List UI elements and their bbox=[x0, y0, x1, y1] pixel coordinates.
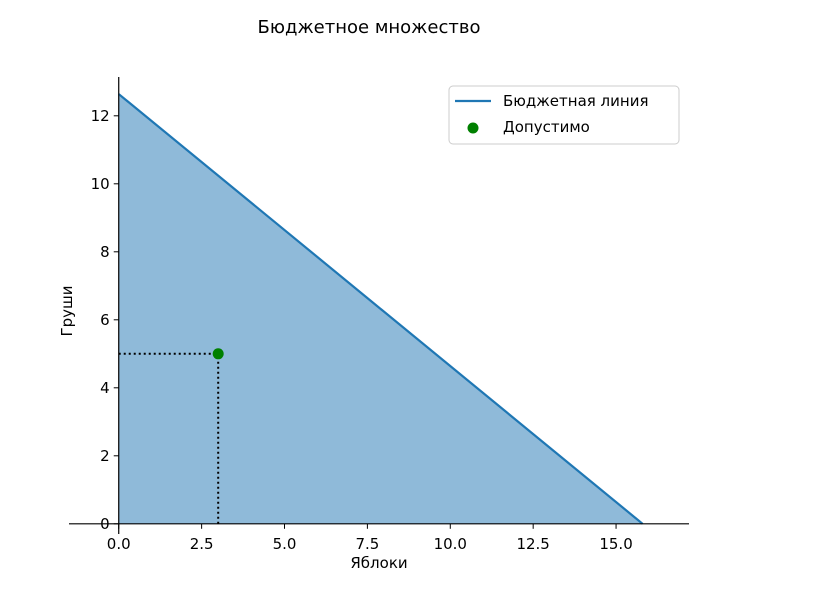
chart-title: Бюджетное множество bbox=[258, 17, 481, 38]
legend-label-feasible: Допустимо bbox=[503, 118, 590, 136]
x-tick-label: 15.0 bbox=[599, 535, 632, 553]
x-tick-label: 2.5 bbox=[190, 535, 214, 553]
y-tick-label: 6 bbox=[100, 311, 110, 329]
y-tick-label: 8 bbox=[100, 243, 110, 261]
x-tick-label: 5.0 bbox=[273, 535, 297, 553]
x-axis-label: Яблоки bbox=[350, 554, 407, 572]
y-tick-label: 10 bbox=[91, 175, 110, 193]
y-axis-label: Груши bbox=[58, 285, 76, 336]
y-tick-label: 0 bbox=[100, 515, 110, 533]
feasible-point bbox=[212, 348, 224, 360]
legend-point-swatch bbox=[467, 122, 479, 134]
legend: Бюджетная линия Допустимо bbox=[448, 85, 680, 145]
x-tick-label: 12.5 bbox=[516, 535, 549, 553]
x-tick-label: 0.0 bbox=[107, 535, 131, 553]
x-tick-label: 7.5 bbox=[355, 535, 379, 553]
legend-box bbox=[448, 85, 680, 145]
y-tick-label: 2 bbox=[100, 447, 110, 465]
budget-line bbox=[118, 93, 644, 525]
x-tick-label: 10.0 bbox=[434, 535, 467, 553]
y-tick-label: 4 bbox=[100, 379, 110, 397]
legend-label-budget-line: Бюджетная линия bbox=[503, 92, 648, 110]
plot-area: 0.0 2.5 5.0 7.5 10.0 12.5 15.0 0 2 4 6 8 10 12 bbox=[69, 77, 689, 553]
y-tick-label: 12 bbox=[91, 107, 110, 125]
